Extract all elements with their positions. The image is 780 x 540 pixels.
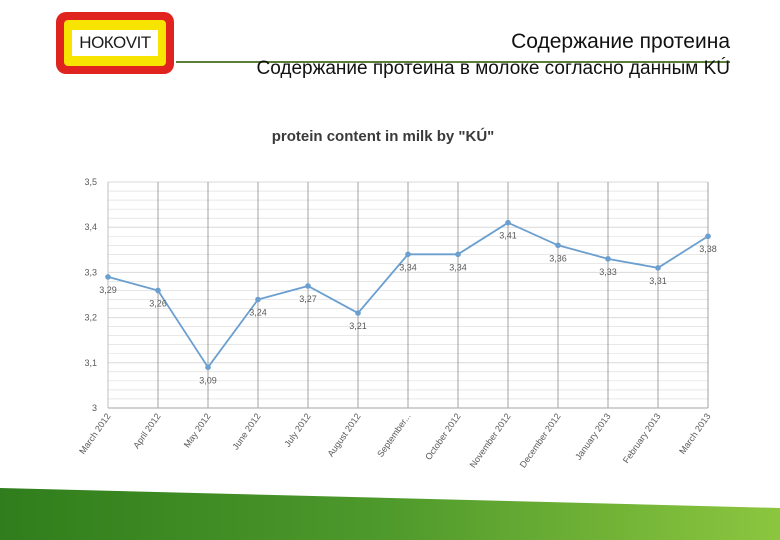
logo-box: НОКОVIT [72, 30, 158, 56]
x-axis-ticks: March 2012 April 2012 May 2012 June 2012 Jul… [77, 411, 712, 469]
y-axis-ticks: 3 3,1 3,2 3,3 3,4 3,5 [84, 177, 97, 413]
x-tick-label: December 2012 [518, 411, 563, 469]
company-logo: НОКОVIT [56, 12, 174, 74]
data-label: 3,41 [499, 231, 517, 241]
data-label: 3,33 [599, 267, 617, 277]
data-point [355, 310, 361, 316]
x-tick-label: October 2012 [423, 411, 462, 461]
x-tick-label: November 2012 [468, 411, 513, 469]
chart-title: protein content in milk by "KÚ" [272, 127, 495, 145]
data-label: 3,21 [349, 321, 367, 331]
data-label: 3,29 [99, 285, 117, 295]
x-tick-label: March 2012 [77, 411, 112, 456]
y-tick-label: 3 [92, 403, 97, 413]
x-tick-label: March 2013 [677, 411, 712, 456]
logo-inner: НОКОVIT [64, 20, 166, 66]
x-tick-label: January 2013 [573, 411, 612, 461]
data-point [305, 283, 311, 289]
data-point [605, 256, 611, 262]
data-point [555, 242, 561, 249]
y-tick-label: 3,1 [84, 358, 97, 368]
slide-title: Содержание протеина [511, 30, 730, 53]
y-tick-label: 3,3 [84, 267, 97, 277]
data-label: 3,36 [549, 253, 567, 263]
data-label: 3,26 [149, 298, 167, 308]
data-label: 3,27 [299, 294, 317, 304]
title-divider [176, 61, 730, 63]
x-tick-label: June 2012 [230, 411, 262, 451]
data-label: 3,24 [249, 308, 267, 318]
x-tick-label: February 2013 [621, 411, 663, 465]
data-labels: 3,29 3,26 3,09 3,24 3,27 3,21 3,34 3,34 3,41 3,36… [99, 231, 717, 386]
x-tick-label: September... [375, 411, 412, 459]
data-label: 3,09 [199, 375, 217, 385]
data-point [155, 287, 161, 294]
y-tick-label: 3,2 [84, 313, 97, 323]
x-tick-label: July 2012 [282, 411, 312, 448]
data-point [255, 296, 261, 303]
x-tick-label: April 2012 [131, 411, 162, 450]
data-point [405, 251, 411, 258]
data-point [655, 265, 661, 271]
grid [107, 181, 709, 409]
data-label: 3,34 [399, 262, 417, 272]
slide-subtitle: Содержание протеина в молоке согласно да… [256, 58, 730, 79]
data-label: 3,38 [699, 244, 717, 254]
data-point [455, 251, 461, 258]
data-label: 3,31 [649, 276, 667, 286]
x-tick-label: May 2012 [182, 411, 213, 449]
y-tick-label: 3,5 [84, 177, 97, 187]
series-protein [105, 219, 711, 371]
data-point [505, 219, 511, 226]
data-label: 3,34 [449, 262, 467, 272]
x-tick-label: August 2012 [325, 411, 362, 458]
data-point [205, 364, 211, 371]
data-point [105, 274, 111, 280]
y-tick-label: 3,4 [84, 222, 97, 232]
footer-green-stripe [0, 488, 780, 540]
logo-text: НОКОVIT [79, 33, 151, 52]
data-point [705, 233, 711, 240]
